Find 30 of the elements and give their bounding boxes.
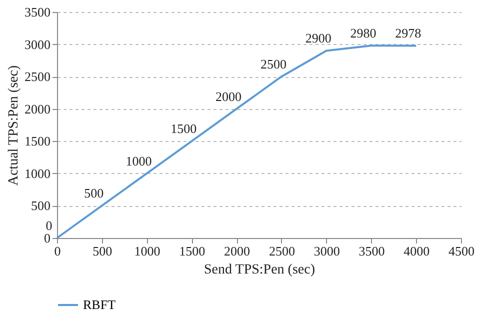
data-label: 1000: [126, 153, 152, 168]
x-tick-label: 1000: [134, 244, 160, 258]
x-tick-label: 500: [92, 244, 112, 258]
y-tick-label: 3500: [24, 4, 50, 20]
data-label: 2900: [305, 30, 332, 46]
y-tick-label: 500: [31, 198, 50, 214]
data-label: 1500: [170, 121, 197, 136]
legend-label: RBFT: [83, 297, 116, 312]
x-tick-label: 3000: [314, 244, 340, 258]
x-tick-label: 3500: [358, 244, 385, 258]
y-tick-label: 0: [44, 230, 50, 246]
x-tick-label: 2000: [224, 244, 250, 258]
y-tick-label: 3000: [24, 36, 50, 52]
x-axis-title: Send TPS:Pen (sec): [204, 262, 316, 278]
data-label: 2000: [216, 88, 242, 104]
line-series: [56, 44, 418, 239]
y-tick-label: 2500: [24, 69, 50, 84]
x-tick-label: 1500: [179, 244, 206, 258]
data-label: 2978: [395, 26, 422, 41]
x-tick-label: 0: [54, 244, 61, 258]
data-label: 2500: [260, 56, 286, 72]
x-tick-label: 2500: [268, 244, 295, 258]
data-label: 500: [84, 186, 104, 201]
data-label: 2980: [350, 26, 376, 41]
y-tick-label: 1500: [24, 134, 50, 149]
y-axis-title: Actual TPS:Pen (sec): [6, 65, 22, 186]
y-tick-label: 2000: [24, 101, 50, 116]
x-tick-label: 4500: [448, 244, 474, 258]
y-tick-label: 1000: [24, 166, 50, 181]
x-tick-label: 4000: [404, 244, 430, 258]
